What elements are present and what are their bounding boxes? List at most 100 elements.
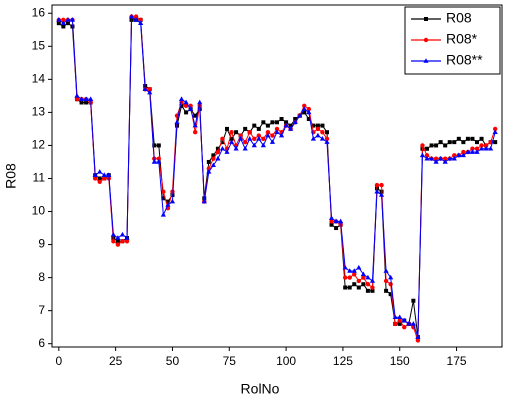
point [351, 268, 357, 273]
point [329, 219, 334, 224]
point [425, 146, 429, 151]
point [388, 292, 393, 297]
point [442, 156, 448, 161]
point [229, 130, 234, 135]
point [124, 235, 130, 240]
point [343, 285, 348, 290]
point [215, 149, 221, 155]
y-tick-label: 13 [32, 105, 46, 119]
point [301, 106, 307, 111]
point [447, 140, 452, 145]
point [133, 17, 139, 22]
point [474, 149, 480, 154]
point [128, 13, 135, 19]
point [206, 159, 211, 164]
point [256, 136, 262, 141]
y-tick-label: 7 [38, 303, 45, 317]
point [74, 96, 80, 102]
point [102, 176, 107, 181]
point [475, 140, 479, 145]
point [492, 129, 498, 135]
point [302, 103, 307, 108]
point [356, 264, 362, 270]
point [260, 142, 266, 148]
point [470, 146, 475, 151]
point [447, 155, 453, 161]
point [192, 130, 198, 135]
point [106, 172, 112, 177]
point [306, 109, 312, 115]
point [424, 153, 430, 158]
point [252, 123, 257, 128]
point [452, 140, 457, 145]
point [369, 278, 376, 283]
point [220, 136, 225, 142]
point [410, 321, 416, 326]
point [434, 143, 439, 148]
point [297, 112, 303, 118]
point [147, 87, 152, 92]
point [179, 103, 184, 108]
legend-label: R08** [446, 52, 483, 68]
point [101, 172, 107, 177]
point [478, 145, 485, 151]
point [238, 133, 243, 138]
point [261, 120, 266, 125]
point [493, 140, 498, 145]
point [65, 21, 70, 26]
point [384, 288, 389, 293]
point [333, 218, 339, 224]
point [315, 132, 321, 138]
point [56, 21, 61, 26]
point [370, 285, 375, 290]
point [469, 149, 476, 154]
point [397, 314, 403, 320]
point [275, 120, 279, 125]
point [119, 231, 126, 237]
point [270, 133, 275, 138]
point [310, 136, 316, 141]
point [379, 182, 384, 188]
point [383, 278, 389, 284]
point [225, 126, 229, 131]
point [228, 139, 235, 144]
point [306, 117, 311, 121]
point [293, 117, 298, 121]
point [151, 159, 157, 164]
point [424, 155, 430, 161]
point [342, 275, 348, 280]
point [211, 156, 216, 161]
point [365, 274, 371, 280]
y-tick-label: 10 [32, 204, 46, 218]
point [483, 145, 489, 151]
point [411, 298, 416, 303]
point [274, 126, 280, 132]
point [392, 314, 398, 320]
point [69, 17, 76, 22]
point [401, 317, 407, 323]
point [111, 239, 116, 244]
legend-marker [423, 37, 429, 43]
point [365, 288, 370, 293]
point [256, 133, 262, 138]
point [265, 130, 271, 135]
y-tick-label: 15 [32, 38, 46, 52]
point [324, 136, 330, 142]
x-tick-label: 50 [166, 354, 180, 368]
point [465, 136, 470, 141]
point [415, 334, 421, 339]
point [269, 139, 276, 144]
point [147, 89, 153, 95]
point [215, 155, 221, 161]
point [138, 20, 144, 25]
point [311, 123, 316, 128]
point [388, 274, 394, 280]
y-tick-label: 8 [38, 270, 45, 284]
point [156, 143, 161, 148]
point [193, 113, 198, 118]
point [120, 239, 125, 244]
point [492, 126, 498, 132]
point [433, 159, 439, 164]
point [97, 176, 102, 181]
point [461, 149, 466, 155]
